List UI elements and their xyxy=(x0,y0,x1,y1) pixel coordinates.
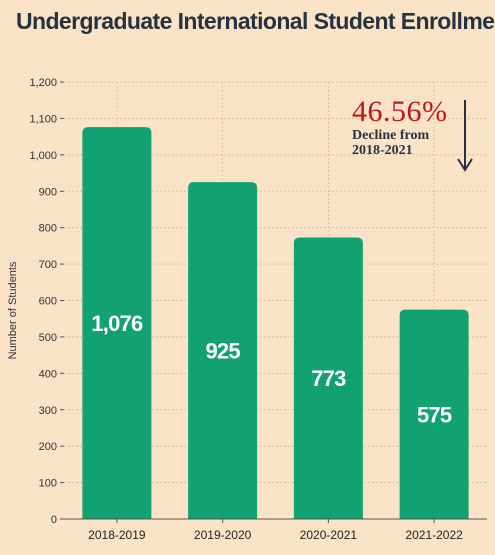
bar-data-labels: 1,076 925 773 575 xyxy=(91,311,452,427)
y-tick-label: 1,100 xyxy=(29,113,57,125)
y-tick-label: 0 xyxy=(51,514,57,526)
decline-text-line-1: Decline from xyxy=(352,128,430,143)
x-tick-label: 2021-2022 xyxy=(405,528,463,542)
bar-value-label: 925 xyxy=(205,339,240,364)
y-tick-label: 400 xyxy=(39,368,57,380)
decline-percent: 46.56% xyxy=(352,95,448,128)
y-tick-label: 300 xyxy=(39,405,57,417)
y-axis-ticks: 0 100 200 300 400 500 600 700 800 900 1,000 1,100 1,… xyxy=(29,77,64,526)
bar-2021-2022 xyxy=(399,309,469,519)
y-tick-label: 600 xyxy=(39,296,57,308)
decline-arrow-icon xyxy=(457,100,473,172)
y-tick-label: 700 xyxy=(39,259,57,271)
bars xyxy=(82,127,469,520)
bar-2020-2021 xyxy=(293,237,363,520)
bar-value-label: 575 xyxy=(417,402,452,427)
chart-title: Undergraduate International Student Enro… xyxy=(16,8,495,34)
bar-2018-2019 xyxy=(82,127,152,519)
y-tick-label: 1,200 xyxy=(29,77,57,89)
bar-2019-2020 xyxy=(188,182,258,520)
x-tick-label: 2018-2019 xyxy=(88,528,146,542)
decline-text-line-2: 2018-2021 xyxy=(352,143,413,158)
x-axis-ticks: 2018-2019 2019-2020 2020-2021 2021-2022 xyxy=(88,519,463,542)
bar-value-label: 773 xyxy=(311,366,346,391)
y-axis-label: Number of Students xyxy=(7,261,19,359)
y-tick-label: 100 xyxy=(39,478,57,490)
y-tick-label: 900 xyxy=(39,186,57,198)
y-tick-label: 1,000 xyxy=(29,150,57,162)
y-tick-label: 500 xyxy=(39,332,57,344)
y-tick-label: 200 xyxy=(39,441,57,453)
decline-annotation: 46.56% Decline from 2018-2021 xyxy=(352,95,448,159)
y-tick-label: 800 xyxy=(39,223,57,235)
bar-value-label: 1,076 xyxy=(91,311,143,336)
x-tick-label: 2019-2020 xyxy=(194,528,252,542)
x-tick-label: 2020-2021 xyxy=(300,528,358,542)
